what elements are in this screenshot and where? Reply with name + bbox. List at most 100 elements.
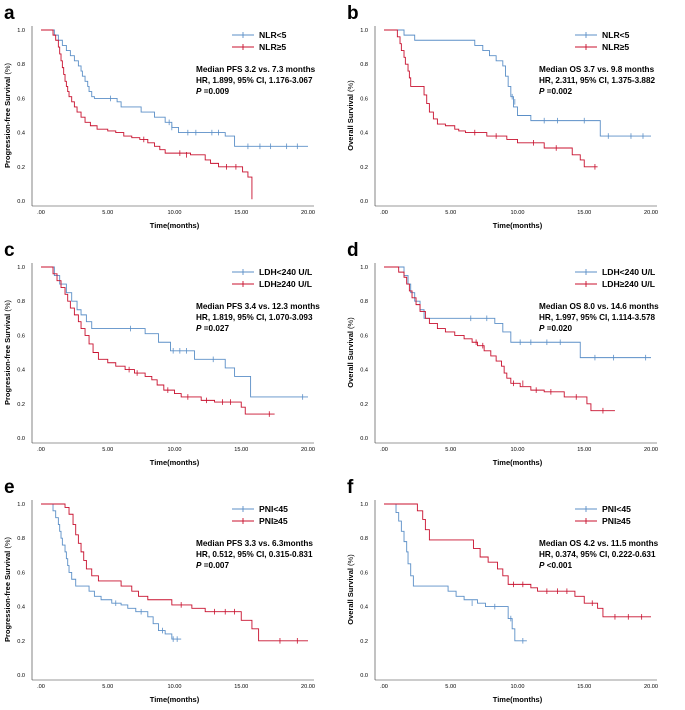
- x-tick-label: 5.00: [445, 210, 456, 216]
- y-tick-label: 0.6: [360, 96, 368, 102]
- y-tick-label: 0.0: [360, 436, 368, 442]
- p-value: =0.007: [201, 561, 229, 570]
- annotation-hr: HR, 1.899, 95% CI, 1.176-3.067: [196, 76, 313, 85]
- legend-label: PNI≥45: [259, 516, 288, 526]
- km-chart-svg: b 0.0 0.2 0.4 0.6 0.8 1.0 .00 5.00 10.00 15.00 20.0…: [346, 3, 658, 230]
- survival-curve-group2: [41, 503, 308, 642]
- legend-label: LDH≥240 U/L: [602, 279, 655, 289]
- y-tick-label: 0.8: [360, 536, 368, 542]
- y-tick-label: 0.2: [360, 402, 368, 408]
- km-panel-f: f 0.0 0.2 0.4 0.6 0.8 1.0 .00 5.00 10.00 15.00 20.0…: [343, 474, 685, 710]
- y-axis-title: Overall Survival (%): [346, 554, 355, 625]
- annotation-median: Median OS 3.7 vs. 9.8 months: [539, 65, 655, 74]
- y-axis-unit: (%): [3, 299, 12, 311]
- annotation-p-value: P =0.009: [196, 87, 229, 96]
- y-tick-label: 0.0: [17, 436, 25, 442]
- annotation-p-value: P =0.002: [539, 87, 572, 96]
- survival-curve-group1: [384, 29, 651, 137]
- y-tick-label: 1.0: [17, 28, 25, 34]
- p-symbol: P: [196, 87, 202, 96]
- x-tick-label: 20.00: [644, 210, 658, 216]
- panel-label: c: [4, 240, 15, 261]
- y-tick-label: 0.8: [17, 299, 25, 305]
- x-tick-label: 10.00: [511, 210, 525, 216]
- annotation-median: Median OS 8.0 vs. 14.6 months: [539, 302, 659, 311]
- x-tick-label: 15.00: [577, 684, 591, 690]
- y-tick-label: 0.2: [17, 402, 25, 408]
- x-tick-label: 15.00: [577, 210, 591, 216]
- x-tick-label: 10.00: [168, 210, 182, 216]
- x-tick-label: 20.00: [644, 447, 658, 453]
- legend-label: PNI<45: [602, 504, 631, 514]
- y-tick-label: 0.6: [360, 570, 368, 576]
- x-tick-label: 20.00: [301, 447, 315, 453]
- y-tick-label: 1.0: [17, 502, 25, 508]
- y-tick-label: 0.4: [360, 368, 368, 374]
- x-tick-label: 5.00: [102, 447, 113, 453]
- annotation-median: Median PFS 3.3 vs. 6.3months: [196, 539, 313, 548]
- x-tick-label: 5.00: [445, 447, 456, 453]
- y-tick-label: 0.8: [17, 62, 25, 68]
- y-axis-unit: (%): [3, 536, 12, 548]
- annotation-hr: HR, 0.512, 95% CI, 0.315-0.831: [196, 550, 313, 559]
- x-tick-label: 15.00: [234, 684, 248, 690]
- p-value: =0.002: [544, 87, 572, 96]
- y-axis-unit: (%): [346, 317, 355, 329]
- x-tick-label: .00: [380, 210, 388, 216]
- km-chart-svg: d 0.0 0.2 0.4 0.6 0.8 1.0 .00 5.00 10.00 15.00 20.0…: [346, 240, 659, 467]
- y-axis-unit: (%): [3, 62, 12, 74]
- x-tick-label: 15.00: [234, 210, 248, 216]
- y-tick-label: 0.8: [360, 62, 368, 68]
- p-value: =0.020: [544, 324, 572, 333]
- y-tick-label: 0.6: [17, 570, 25, 576]
- survival-curve-group1: [41, 266, 308, 398]
- legend-label: NLR<5: [602, 30, 630, 40]
- x-axis-title: Time(months): [150, 458, 200, 467]
- y-tick-label: 0.0: [17, 199, 25, 205]
- x-tick-label: 20.00: [301, 210, 315, 216]
- panel-label: a: [4, 3, 15, 24]
- x-axis-title: Time(months): [493, 458, 543, 467]
- annotation-median: Median PFS 3.4 vs. 12.3 months: [196, 302, 320, 311]
- km-chart-svg: c 0.0 0.2 0.4 0.6 0.8 1.0 .00 5.00 10.00 15.00 20.0…: [3, 240, 320, 467]
- survival-curve-group1: [384, 503, 527, 642]
- p-symbol: P: [539, 324, 545, 333]
- km-panel-d: d 0.0 0.2 0.4 0.6 0.8 1.0 .00 5.00 10.00 15.00 20.0…: [343, 237, 685, 473]
- annotation-p-value: P =0.007: [196, 561, 229, 570]
- y-tick-label: 0.8: [360, 299, 368, 305]
- legend-label: LDH≥240 U/L: [259, 279, 312, 289]
- annotation-p-value: P <0.001: [539, 561, 572, 570]
- y-tick-label: 0.6: [360, 333, 368, 339]
- y-axis-unit: (%): [346, 80, 355, 92]
- km-panel-e: e 0.0 0.2 0.4 0.6 0.8 1.0 .00 5.00 10.00 15.00 20.0…: [0, 474, 342, 710]
- y-tick-label: 0.8: [17, 536, 25, 542]
- annotation-p-value: P =0.027: [196, 324, 229, 333]
- km-chart-svg: e 0.0 0.2 0.4 0.6 0.8 1.0 .00 5.00 10.00 15.00 20.0…: [3, 477, 315, 704]
- y-tick-label: 0.4: [360, 131, 368, 137]
- x-tick-label: 20.00: [644, 684, 658, 690]
- survival-curve-group2: [384, 29, 598, 168]
- p-value: =0.009: [201, 87, 229, 96]
- panel-label: e: [4, 477, 15, 498]
- y-tick-label: 0.6: [17, 333, 25, 339]
- survival-curve-group2: [41, 29, 253, 200]
- survival-curve-group1: [384, 266, 651, 359]
- panel-label: d: [347, 240, 359, 261]
- p-value: =0.027: [201, 324, 229, 333]
- x-tick-label: 5.00: [102, 210, 113, 216]
- y-tick-label: 0.4: [17, 605, 25, 611]
- y-tick-label: 0.2: [17, 165, 25, 171]
- y-axis-title-text: Overall Survival: [346, 329, 355, 388]
- x-tick-label: .00: [380, 684, 388, 690]
- legend-label: NLR≥5: [259, 42, 286, 52]
- p-symbol: P: [539, 561, 545, 570]
- survival-curve-group2: [41, 266, 275, 415]
- annotation-median: Median PFS 3.2 vs. 7.3 months: [196, 65, 316, 74]
- x-tick-label: 5.00: [445, 684, 456, 690]
- x-tick-label: .00: [37, 447, 45, 453]
- y-tick-label: 1.0: [17, 265, 25, 271]
- y-axis-title: Overall Survival (%): [346, 80, 355, 151]
- x-tick-label: 20.00: [301, 684, 315, 690]
- p-symbol: P: [196, 561, 202, 570]
- x-axis-title: Time(months): [493, 695, 543, 704]
